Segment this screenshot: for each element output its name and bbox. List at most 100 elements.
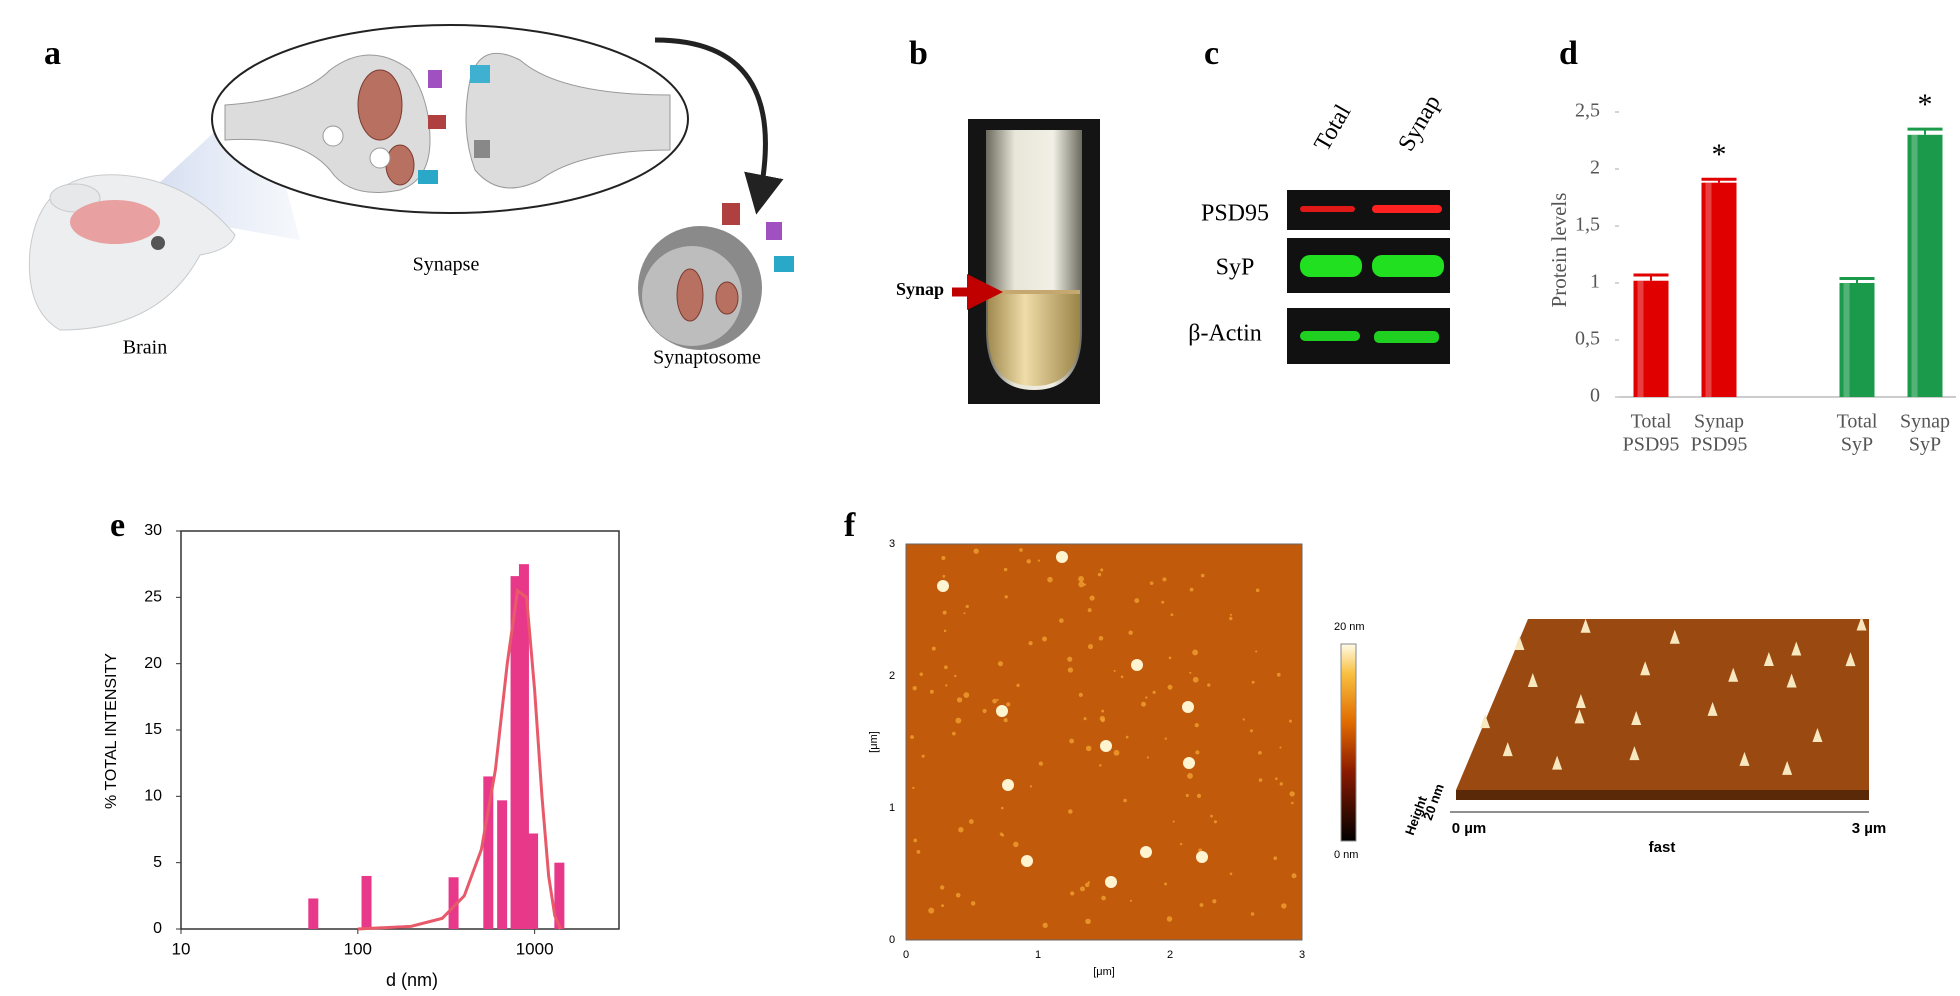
afm-particle — [1056, 551, 1068, 563]
afm-particle — [1042, 922, 1048, 928]
afm-particle — [1212, 899, 1217, 904]
afm-particle — [1172, 820, 1175, 823]
afm-peak — [1782, 760, 1793, 775]
x-tick-label: PSD95 — [1691, 434, 1748, 456]
afm-particle — [1149, 581, 1154, 585]
afm-particle — [1146, 756, 1149, 759]
afm-particle — [1004, 595, 1008, 599]
afm-particle — [996, 705, 1008, 717]
afm-particle — [913, 838, 918, 843]
afm-peak — [1728, 667, 1739, 682]
afm-particle — [1087, 608, 1092, 613]
afm-particle — [1182, 701, 1194, 713]
bar-highlight — [1843, 283, 1850, 397]
afm-peak — [1552, 755, 1563, 770]
afm-particle — [1166, 916, 1173, 922]
bar — [554, 862, 565, 929]
afm-particle — [1255, 588, 1260, 593]
y-tick-label: 0 — [889, 934, 895, 946]
afm-particle — [1085, 745, 1092, 752]
afm-peak — [1786, 673, 1797, 688]
afm-particle — [1067, 667, 1074, 673]
afm-peak — [1845, 652, 1856, 667]
postsynaptic — [465, 52, 671, 189]
bar — [528, 833, 539, 929]
afm-particle — [941, 904, 945, 908]
afm-particle — [1199, 903, 1204, 907]
afm-particle — [970, 901, 976, 906]
row-label: SyP — [1216, 255, 1255, 281]
afm-particle — [956, 697, 963, 703]
plot-frame — [180, 530, 620, 930]
afm-particle — [1196, 793, 1202, 798]
colorbar — [1340, 643, 1357, 842]
afm-particle — [1101, 709, 1105, 713]
afm-particle — [1016, 683, 1020, 688]
blot-band — [1300, 206, 1355, 212]
afm-particle — [945, 684, 948, 687]
afm-particle — [1167, 684, 1173, 690]
afm-particle — [1038, 761, 1044, 766]
afm-particle — [1085, 882, 1090, 888]
mitochondrion — [715, 281, 739, 315]
afm-particle — [1083, 583, 1087, 586]
afm-particle — [1003, 718, 1008, 723]
x-tick-label: 2 — [1167, 949, 1173, 961]
afm-particle — [1070, 891, 1075, 896]
afm-particle — [997, 661, 1004, 667]
afm-particle — [1080, 886, 1085, 892]
afm-particle — [1229, 616, 1233, 621]
synaptosome-label: Synaptosome — [653, 347, 761, 369]
afm-particle — [1019, 548, 1023, 552]
bar — [448, 877, 459, 929]
afm-3d-peaks — [1480, 616, 1867, 775]
brain-label: Brain — [123, 337, 167, 359]
afm-particle — [1047, 576, 1053, 583]
lane-label: Synap — [1393, 91, 1446, 156]
afm-particle — [955, 717, 962, 724]
receptor — [418, 170, 438, 184]
x-tick-label: SyP — [1909, 434, 1941, 456]
afm-particle — [916, 850, 921, 854]
x-tick-label: SyP — [1841, 434, 1873, 456]
x-tick-label: Synap — [1900, 411, 1950, 433]
afm-particle — [910, 735, 914, 739]
afm-particle — [1123, 798, 1127, 803]
afm-particle — [1207, 683, 1211, 687]
bar-highlight — [1911, 134, 1918, 398]
afm-particle — [919, 672, 923, 676]
y-tick-label: 2 — [889, 670, 895, 682]
afm-particle — [1192, 676, 1199, 683]
band-label: Synap — [896, 279, 944, 299]
afm-particle — [1087, 881, 1091, 884]
receptor — [766, 222, 782, 240]
vesicle — [322, 125, 344, 147]
afm-particle — [1187, 772, 1193, 779]
afm-particle — [1258, 750, 1262, 755]
receptor — [774, 256, 794, 272]
afm-particle — [1195, 750, 1200, 755]
bar — [483, 776, 494, 929]
bar — [510, 576, 521, 929]
axis-label: 0 µm — [1452, 820, 1487, 837]
y-tick-label: 25 — [144, 589, 162, 606]
afm-peak — [1580, 618, 1591, 633]
bar-highlight — [1705, 182, 1712, 397]
afm-particle — [1189, 671, 1192, 674]
afm-particle — [937, 580, 949, 592]
y-tick-label: 15 — [144, 721, 162, 738]
afm-particle — [1275, 777, 1278, 781]
afm-particle — [1141, 701, 1147, 707]
vesicle — [369, 147, 391, 169]
y-tick-label: 2 — [1590, 157, 1600, 179]
afm-peak — [1707, 701, 1718, 716]
x-tick-label: PSD95 — [1623, 434, 1680, 456]
afm-particle — [996, 698, 999, 701]
bar — [1633, 280, 1669, 397]
axis-label: fast — [1649, 839, 1676, 856]
x-tick-label: Synap — [1694, 411, 1744, 433]
afm-particle — [912, 685, 917, 691]
afm-particle — [1162, 577, 1167, 582]
afm-peak — [1514, 636, 1525, 651]
afm-particle — [1101, 895, 1106, 901]
